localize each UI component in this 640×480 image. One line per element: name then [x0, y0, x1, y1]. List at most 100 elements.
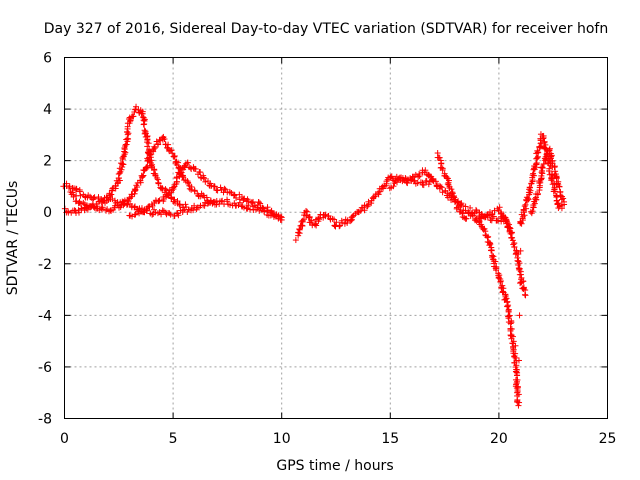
- data-point: [151, 144, 158, 151]
- data-point: [304, 208, 311, 215]
- data-point: [399, 178, 406, 185]
- data-point: [161, 136, 168, 143]
- data-point: [313, 222, 320, 229]
- y-tick-label: 0: [43, 205, 52, 221]
- data-point: [560, 195, 567, 202]
- x-tick-label: 20: [490, 431, 508, 447]
- data-point: [108, 191, 115, 198]
- chart-title: Day 327 of 2016, Sidereal Day-to-day VTE…: [44, 21, 608, 37]
- data-point: [472, 216, 479, 223]
- data-point: [133, 103, 140, 110]
- data-point: [526, 184, 533, 191]
- data-point: [516, 312, 523, 319]
- data-point: [467, 204, 474, 211]
- data-point: [119, 156, 126, 163]
- data-point: [144, 163, 151, 170]
- data-point: [175, 159, 182, 166]
- data-point: [454, 198, 461, 205]
- data-point: [439, 166, 446, 173]
- data-point: [462, 207, 469, 214]
- data-point: [388, 173, 395, 180]
- data-point: [533, 160, 540, 167]
- data-point: [184, 178, 191, 185]
- data-point: [336, 223, 343, 230]
- data-point: [73, 186, 80, 193]
- data-point: [439, 189, 446, 196]
- data-point: [183, 204, 190, 211]
- data-point: [292, 237, 299, 244]
- data-point: [231, 192, 238, 199]
- data-point: [530, 204, 537, 211]
- data-point: [146, 151, 153, 158]
- data-point: [80, 199, 87, 206]
- data-point: [149, 202, 156, 209]
- data-point: [168, 194, 175, 201]
- data-point: [450, 193, 457, 200]
- y-axis-label: SDTVAR / TECUs: [5, 181, 21, 296]
- data-point: [259, 204, 266, 211]
- data-point: [485, 233, 492, 240]
- data-point: [365, 198, 372, 205]
- data-point: [76, 209, 83, 216]
- data-point: [503, 218, 510, 225]
- data-point: [197, 169, 204, 176]
- data-point: [540, 135, 547, 142]
- data-point: [134, 184, 141, 191]
- data-point: [515, 251, 522, 258]
- data-point: [504, 303, 511, 310]
- data-point: [557, 192, 564, 199]
- data-point: [124, 131, 131, 138]
- data-point: [219, 197, 226, 204]
- data-point: [233, 194, 240, 201]
- data-point: [538, 164, 545, 171]
- plot-frame: [64, 57, 608, 419]
- data-point: [511, 243, 518, 250]
- data-point: [516, 271, 523, 278]
- data-point: [496, 204, 503, 211]
- data-point: [432, 178, 439, 185]
- data-point: [228, 190, 235, 197]
- data-points: [60, 103, 568, 409]
- data-point: [512, 354, 519, 361]
- data-point: [492, 258, 499, 265]
- data-point: [473, 208, 480, 215]
- data-point: [511, 359, 518, 366]
- data-point: [344, 219, 351, 226]
- data-point: [477, 215, 484, 222]
- data-point: [514, 399, 521, 406]
- data-point: [75, 207, 82, 214]
- data-point: [296, 226, 303, 233]
- data-point: [230, 191, 237, 198]
- data-point: [420, 182, 427, 189]
- data-point: [170, 153, 177, 160]
- data-point: [98, 205, 105, 212]
- data-point: [174, 198, 181, 205]
- data-point: [462, 215, 469, 222]
- data-point: [435, 154, 442, 161]
- y-tick-label: 6: [43, 51, 52, 67]
- data-point: [226, 201, 233, 208]
- data-point: [145, 140, 152, 147]
- data-point: [375, 191, 382, 198]
- data-point: [411, 177, 418, 184]
- data-point: [495, 217, 502, 224]
- data-point: [349, 213, 356, 220]
- data-point: [518, 279, 525, 286]
- data-point: [518, 220, 525, 227]
- data-point: [122, 141, 129, 148]
- data-point: [507, 225, 514, 232]
- data-point: [473, 206, 480, 213]
- data-point: [159, 207, 166, 214]
- data-point: [139, 173, 146, 180]
- data-point: [534, 149, 541, 156]
- data-point: [508, 229, 515, 236]
- data-point: [423, 177, 430, 184]
- data-point: [124, 129, 131, 136]
- data-point: [159, 185, 166, 192]
- data-point: [125, 130, 132, 137]
- data-point: [533, 155, 540, 162]
- data-point: [260, 205, 267, 212]
- x-tick-labels: 0 5 10 15 20 25: [60, 431, 616, 447]
- data-point: [540, 160, 547, 167]
- data-point: [162, 186, 169, 193]
